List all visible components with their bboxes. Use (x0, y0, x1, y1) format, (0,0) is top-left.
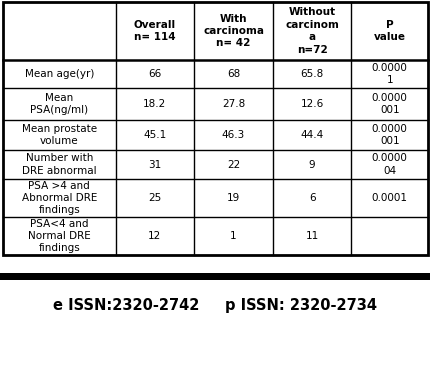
Text: PSA<4 and
Normal DRE
findings: PSA<4 and Normal DRE findings (28, 219, 90, 253)
Text: 66: 66 (148, 69, 161, 79)
Text: 12.6: 12.6 (300, 99, 323, 109)
Text: 68: 68 (227, 69, 240, 79)
Text: 19: 19 (227, 193, 240, 203)
Text: 25: 25 (148, 193, 161, 203)
Text: 0.0000
001: 0.0000 001 (371, 124, 407, 146)
Text: Number with
DRE abnormal: Number with DRE abnormal (22, 153, 96, 176)
Text: Without
carcinom
a
n=72: Without carcinom a n=72 (285, 7, 338, 55)
Text: 65.8: 65.8 (300, 69, 323, 79)
Text: With
carcinoma
n= 42: With carcinoma n= 42 (203, 14, 264, 48)
Text: Mean age(yr): Mean age(yr) (25, 69, 94, 79)
Text: 1: 1 (230, 231, 236, 241)
Text: e ISSN:2320-2742     p ISSN: 2320-2734: e ISSN:2320-2742 p ISSN: 2320-2734 (53, 298, 377, 313)
Bar (0, 273, 430, 280)
Text: 22: 22 (227, 160, 240, 169)
Text: 0.0000
1: 0.0000 1 (371, 63, 407, 85)
Text: 0.0000
001: 0.0000 001 (371, 93, 407, 115)
Text: Mean
PSA(ng/ml): Mean PSA(ng/ml) (30, 93, 88, 115)
Text: P
value: P value (373, 20, 405, 42)
Text: 27.8: 27.8 (221, 99, 245, 109)
Text: 11: 11 (305, 231, 318, 241)
Text: 31: 31 (148, 160, 161, 169)
Text: 0.0000
04: 0.0000 04 (371, 153, 407, 176)
Text: 12: 12 (148, 231, 161, 241)
Text: 44.4: 44.4 (300, 130, 323, 140)
Text: 6: 6 (308, 193, 315, 203)
Text: 0.0001: 0.0001 (371, 193, 407, 203)
Text: PSA >4 and
Abnormal DRE
findings: PSA >4 and Abnormal DRE findings (22, 180, 97, 216)
Text: Mean prostate
volume: Mean prostate volume (22, 124, 97, 146)
Text: 46.3: 46.3 (221, 130, 245, 140)
Text: 18.2: 18.2 (143, 99, 166, 109)
Text: 45.1: 45.1 (143, 130, 166, 140)
Text: 9: 9 (308, 160, 315, 169)
Text: Overall
n= 114: Overall n= 114 (134, 20, 175, 42)
Bar (3, 2, 427, 255)
